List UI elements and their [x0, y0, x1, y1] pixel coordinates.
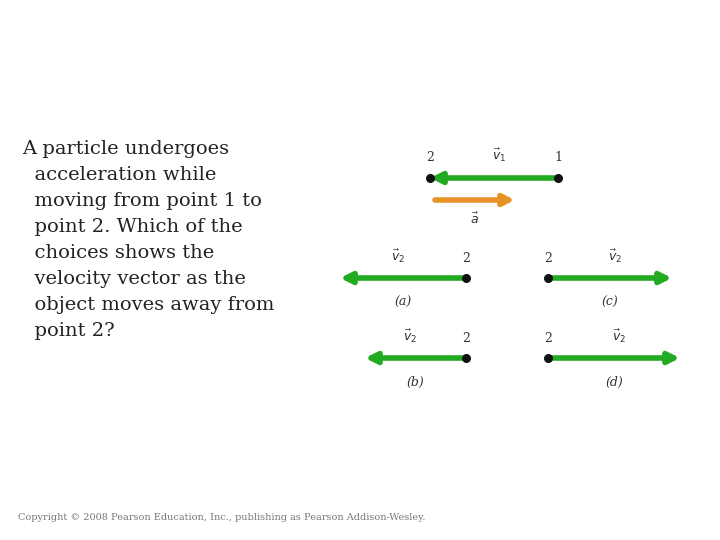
- Point: [552, 174, 564, 183]
- Text: point 2?: point 2?: [22, 322, 114, 340]
- Text: 2: 2: [462, 252, 470, 265]
- Text: 2: 2: [544, 252, 552, 265]
- Text: $\vec{a}$: $\vec{a}$: [470, 212, 480, 227]
- Text: $\vec{v}_2$: $\vec{v}_2$: [403, 328, 418, 345]
- Text: $\vec{v}_1$: $\vec{v}_1$: [492, 147, 506, 164]
- Text: (a): (a): [395, 296, 412, 309]
- Text: Copyright © 2008 Pearson Education, Inc., publishing as Pearson Addison-Wesley.: Copyright © 2008 Pearson Education, Inc.…: [18, 513, 426, 522]
- Text: 1: 1: [554, 151, 562, 164]
- Point: [460, 354, 472, 362]
- Point: [542, 354, 554, 362]
- Text: 2: 2: [462, 332, 470, 345]
- Text: $\vec{v}_2$: $\vec{v}_2$: [608, 248, 622, 265]
- Point: [542, 274, 554, 282]
- Point: [424, 174, 436, 183]
- Text: 2: 2: [426, 151, 434, 164]
- Text: $\vec{v}_2$: $\vec{v}_2$: [391, 248, 405, 265]
- Text: choices shows the: choices shows the: [22, 244, 215, 262]
- Text: velocity vector as the: velocity vector as the: [22, 270, 246, 288]
- Text: object moves away from: object moves away from: [22, 296, 274, 314]
- Text: (c): (c): [602, 296, 618, 309]
- Text: (b): (b): [407, 376, 424, 389]
- Text: $\vec{v}_2$: $\vec{v}_2$: [612, 328, 626, 345]
- Text: A particle undergoes: A particle undergoes: [22, 140, 229, 158]
- Point: [460, 274, 472, 282]
- Text: (d): (d): [605, 376, 623, 389]
- Text: moving from point 1 to: moving from point 1 to: [22, 192, 262, 210]
- Text: acceleration while: acceleration while: [22, 166, 217, 184]
- Text: 2: 2: [544, 332, 552, 345]
- Text: point 2. Which of the: point 2. Which of the: [22, 218, 243, 236]
